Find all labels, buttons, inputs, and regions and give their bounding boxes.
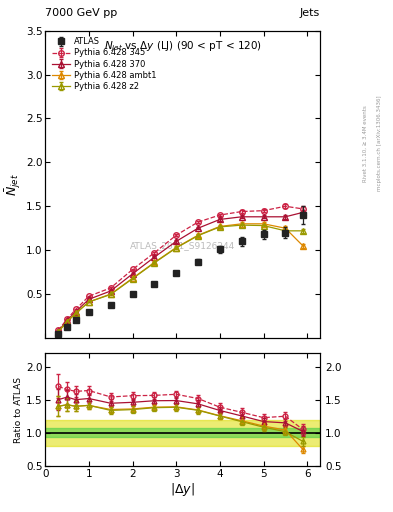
Text: 7000 GeV pp: 7000 GeV pp <box>45 8 118 18</box>
Text: Jets: Jets <box>300 8 320 18</box>
Bar <box>45 428 320 437</box>
Text: Rivet 3.1.10, ≥ 3.4M events: Rivet 3.1.10, ≥ 3.4M events <box>363 105 368 182</box>
Text: ATLAS_2011_S9126244: ATLAS_2011_S9126244 <box>130 241 235 250</box>
Text: $N_{jet}$ vs $\Delta y$ (LJ) (90 < pT < 120): $N_{jet}$ vs $\Delta y$ (LJ) (90 < pT < … <box>104 40 262 54</box>
Legend: ATLAS, Pythia 6.428 345, Pythia 6.428 370, Pythia 6.428 ambt1, Pythia 6.428 z2: ATLAS, Pythia 6.428 345, Pythia 6.428 37… <box>50 35 158 93</box>
Y-axis label: $\bar{N}_{jet}$: $\bar{N}_{jet}$ <box>4 173 23 196</box>
Text: mcplots.cern.ch [arXiv:1306.3436]: mcplots.cern.ch [arXiv:1306.3436] <box>377 96 382 191</box>
Bar <box>45 419 320 446</box>
Y-axis label: Ratio to ATLAS: Ratio to ATLAS <box>14 377 23 442</box>
X-axis label: $|\Delta y|$: $|\Delta y|$ <box>170 481 195 499</box>
